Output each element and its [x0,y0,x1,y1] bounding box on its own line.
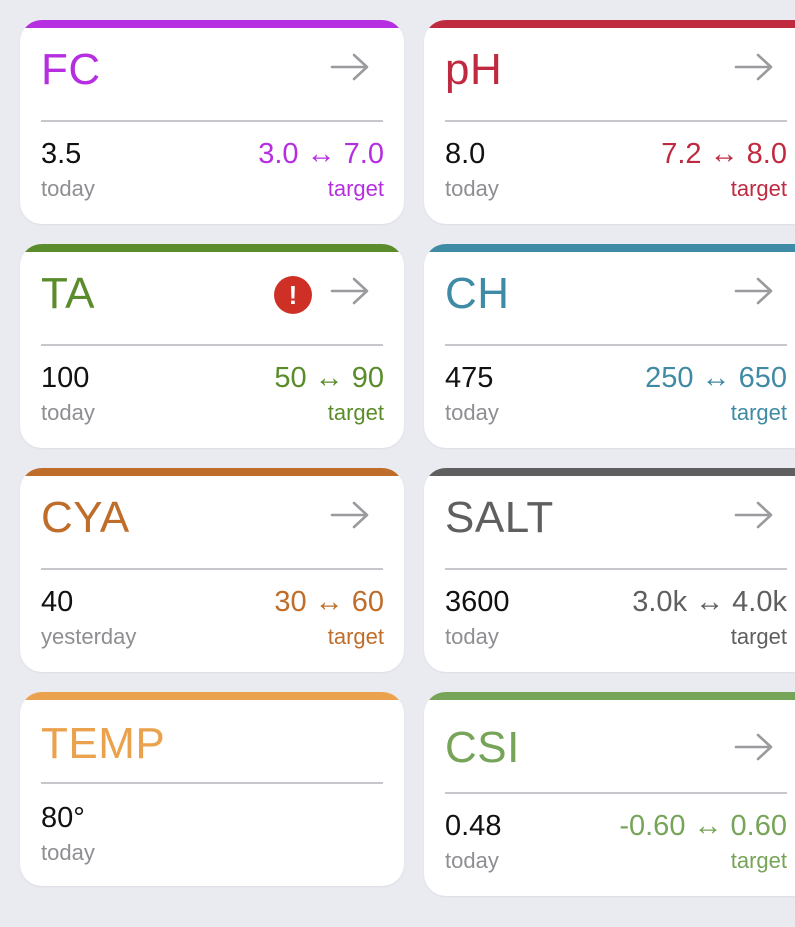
card-accent-bar [424,244,795,252]
target-label: target [730,624,787,649]
target-range: 3.0k ↔ 4.0k [632,586,787,618]
card-title: FC [41,45,101,94]
value-date-label: today [445,176,499,201]
card-accent-bar [424,20,795,28]
value-date-label: today [41,400,95,425]
today-value: 80° [41,802,85,834]
divider [41,120,383,122]
target-range: 3.0 ↔ 7.0 [258,138,384,170]
ta-card[interactable]: TA ! 100 today 50 ↔ 90 target [20,244,404,448]
card-title: SALT [445,493,554,542]
card-accent-bar [20,244,404,252]
divider [41,568,383,570]
alert-icon[interactable]: ! [274,276,312,314]
today-value: 100 [41,362,90,394]
divider [445,344,787,346]
today-value: 8.0 [445,138,486,170]
arrow-right-icon[interactable] [330,52,370,82]
card-accent-bar [20,692,404,700]
target-label: target [730,848,787,873]
card-accent-bar [20,468,404,476]
value-date-label: yesterday [41,624,137,649]
fc-card[interactable]: FC 3.5 today 3.0 ↔ 7.0 target [20,20,404,224]
card-title: CH [445,269,510,318]
value-date-label: today [41,176,95,201]
target-range: 30 ↔ 60 [274,586,384,618]
divider [445,792,787,794]
target-range: 250 ↔ 650 [645,362,787,394]
csi-card[interactable]: CSI 0.48 today -0.60 ↔ 0.60 target [424,692,795,896]
arrow-right-icon[interactable] [734,52,774,82]
target-range: 50 ↔ 90 [274,362,384,394]
today-value: 3.5 [41,138,82,170]
value-date-label: today [445,624,499,649]
today-value: 0.48 [445,810,502,842]
cya-card[interactable]: CYA 40 yesterday 30 ↔ 60 target [20,468,404,672]
card-accent-bar [424,468,795,476]
arrow-right-icon[interactable] [734,732,774,762]
divider [41,344,383,346]
card-title: CYA [41,493,130,542]
ph-card[interactable]: pH 8.0 today 7.2 ↔ 8.0 target [424,20,795,224]
target-range: 7.2 ↔ 8.0 [661,138,787,170]
temp-card[interactable]: TEMP 80° today [20,692,404,886]
value-date-label: today [445,400,499,425]
arrow-right-icon[interactable] [330,276,370,306]
arrow-right-icon[interactable] [330,500,370,530]
divider [41,782,383,784]
value-date-label: today [445,848,499,873]
ch-card[interactable]: CH 475 today 250 ↔ 650 target [424,244,795,448]
card-title: TEMP [41,719,166,768]
card-title: pH [445,45,503,94]
card-accent-bar [20,20,404,28]
target-label: target [730,400,787,425]
value-date-label: today [41,840,95,865]
card-title: TA [41,269,95,318]
today-value: 3600 [445,586,510,618]
divider [445,120,787,122]
target-label: target [327,624,384,649]
card-title: CSI [445,723,520,772]
arrow-right-icon[interactable] [734,500,774,530]
salt-card[interactable]: SALT 3600 today 3.0k ↔ 4.0k target [424,468,795,672]
target-label: target [327,176,384,201]
card-accent-bar [424,692,795,700]
target-range: -0.60 ↔ 0.60 [619,810,787,842]
arrow-right-icon[interactable] [734,276,774,306]
divider [445,568,787,570]
target-label: target [327,400,384,425]
today-value: 40 [41,586,74,618]
today-value: 475 [445,362,494,394]
target-label: target [730,176,787,201]
